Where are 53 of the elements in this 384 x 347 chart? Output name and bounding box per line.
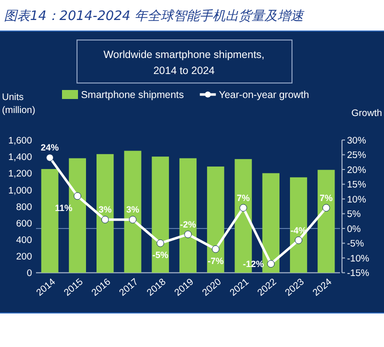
bar — [207, 166, 224, 273]
point — [101, 216, 109, 224]
y2-tick-label: -15% — [347, 268, 370, 280]
y-tick-label: 1,200 — [8, 168, 32, 180]
y-tick-label: 1,000 — [8, 185, 32, 196]
point — [294, 236, 302, 244]
point — [184, 230, 192, 238]
data-label: 24% — [40, 142, 59, 153]
data-label: 3% — [98, 204, 112, 215]
point — [156, 239, 164, 247]
point — [267, 260, 275, 268]
bar — [179, 158, 197, 273]
y2-tick-label: 30% — [347, 136, 367, 146]
data-label: 7% — [320, 192, 333, 203]
y2-tick-label: 10% — [347, 194, 367, 206]
y2-tick-label: 0% — [347, 224, 362, 235]
point — [46, 154, 54, 162]
bar — [152, 156, 169, 273]
bar — [262, 173, 280, 273]
point — [212, 245, 220, 253]
y2-tick-label: 5% — [347, 209, 362, 220]
bar — [124, 150, 142, 273]
y-tick-label: 200 — [16, 252, 32, 263]
chart-title: 图表14：2014-2024 年全球智能手机出货量及增速 — [4, 9, 305, 24]
data-label: -2% — [180, 219, 196, 230]
y2-tick-label: -10% — [347, 253, 370, 264]
y2-tick-label: 20% — [347, 164, 367, 176]
point — [128, 216, 136, 224]
y2-tick-label: 15% — [347, 180, 367, 191]
y2-tick-label: -5% — [347, 238, 364, 250]
y-tick-label: 600 — [16, 218, 32, 230]
y2-tick-label: 25% — [347, 150, 367, 162]
bar — [318, 170, 335, 273]
y-tick-label: 0 — [26, 268, 32, 280]
point — [74, 192, 82, 200]
chart-subtitle: Worldwide smartphone shipments, 2014 to 2024 — [104, 49, 264, 77]
y-tick-label: 1,600 — [8, 136, 32, 146]
y-tick-label: 1,400 — [8, 152, 32, 164]
y-tick-label: 400 — [16, 235, 32, 246]
bar — [290, 177, 308, 273]
bar — [96, 154, 114, 273]
data-label: -12% — [242, 258, 264, 269]
data-label: 3% — [126, 204, 140, 215]
point — [322, 204, 330, 212]
data-label: -5% — [152, 250, 168, 260]
point — [240, 204, 248, 212]
y-tick-label: 800 — [16, 202, 32, 213]
legend-label: Year-on-year growth — [218, 90, 310, 101]
legend-label: Smartphone shipments — [81, 90, 184, 101]
y-axis-title: Units (million) — [2, 92, 36, 116]
data-label: -7% — [208, 256, 224, 266]
y2-axis-title: Growth — [351, 108, 382, 119]
data-label: 7% — [236, 192, 250, 203]
